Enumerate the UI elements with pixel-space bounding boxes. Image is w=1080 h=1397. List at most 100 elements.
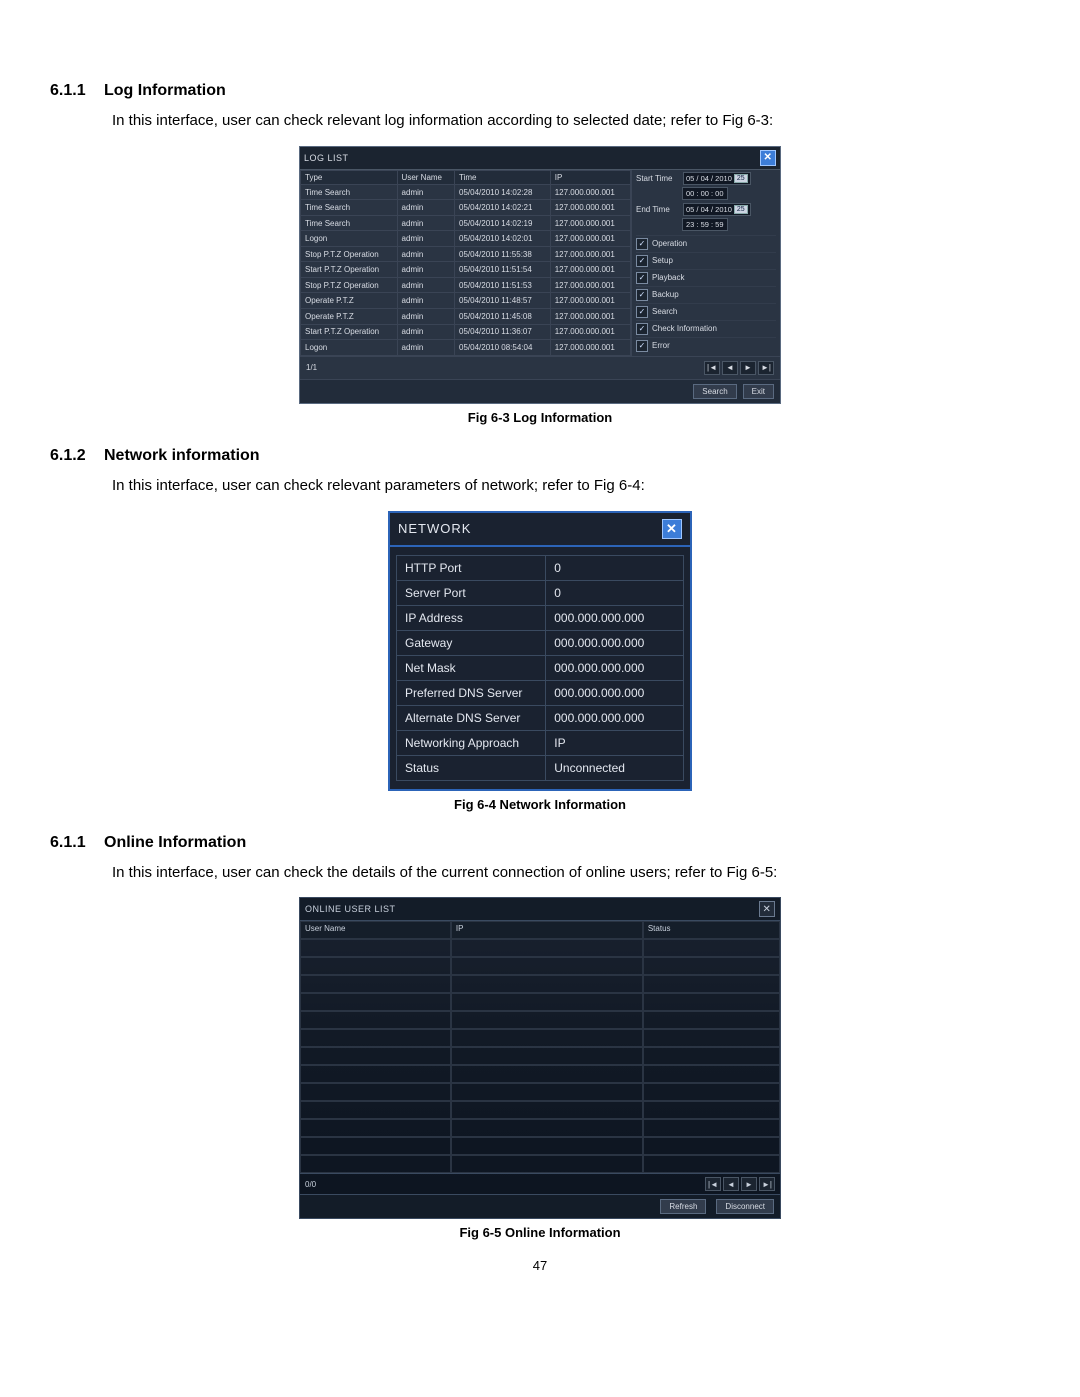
calendar-icon[interactable]: 25 — [734, 174, 748, 183]
last-page-icon[interactable]: ►| — [758, 361, 774, 375]
section-heading-online: 6.1.1Online Information — [50, 834, 1030, 852]
next-page-icon[interactable]: ► — [740, 361, 756, 375]
close-icon[interactable]: ✕ — [662, 519, 682, 539]
end-date-field[interactable]: 05 / 04 / 2010 25 — [683, 203, 751, 216]
checkbox-label: Setup — [652, 256, 673, 265]
table-row[interactable]: Logonadmin05/04/2010 08:54:04127.000.000… — [301, 340, 631, 356]
page-number: 47 — [50, 1258, 1030, 1273]
refresh-button[interactable]: Refresh — [660, 1199, 706, 1214]
section-text-network: In this interface, user can check releva… — [112, 475, 1030, 497]
exit-button[interactable]: Exit — [743, 384, 774, 399]
table-row: Net Mask000.000.000.000 — [397, 655, 684, 680]
online-cell — [300, 1083, 451, 1101]
checkbox-icon[interactable]: ✓ — [636, 272, 648, 284]
checkbox-icon[interactable]: ✓ — [636, 289, 648, 301]
online-cell — [300, 1065, 451, 1083]
online-page-counter: 0/0 — [305, 1180, 316, 1189]
table-row: IP Address000.000.000.000 — [397, 605, 684, 630]
filter-checkbox-row[interactable]: ✓ Search — [636, 303, 776, 320]
online-cell — [643, 975, 780, 993]
online-cell — [643, 1029, 780, 1047]
section-num: 6.1.1 — [50, 82, 104, 100]
online-cell — [451, 1029, 643, 1047]
log-title: LOG LIST — [304, 153, 349, 163]
online-cell — [300, 1119, 451, 1137]
calendar-icon[interactable]: 25 — [734, 205, 748, 214]
end-time-label: End Time — [636, 205, 680, 214]
filter-checkbox-row[interactable]: ✓Check Information — [636, 320, 776, 337]
table-row[interactable]: Time Searchadmin05/04/2010 14:02:19127.0… — [301, 215, 631, 231]
start-time-label: Start Time — [636, 174, 680, 183]
table-row[interactable]: Start P.T.Z Operationadmin05/04/2010 11:… — [301, 262, 631, 278]
network-titlebar: NETWORK ✕ — [390, 513, 690, 547]
next-page-icon[interactable]: ► — [741, 1177, 757, 1191]
table-row[interactable]: Start P.T.Z Operationadmin05/04/2010 11:… — [301, 324, 631, 340]
first-page-icon[interactable]: |◄ — [704, 361, 720, 375]
online-cell — [451, 1047, 643, 1065]
log-pager: |◄ ◄ ► ►| — [704, 361, 774, 375]
online-cell — [643, 1011, 780, 1029]
section-heading-network: 6.1.2Network information — [50, 447, 1030, 465]
checkbox-icon[interactable]: ✓ — [636, 238, 648, 250]
section-num: 6.1.1 — [50, 834, 104, 852]
table-row[interactable]: Time Searchadmin05/04/2010 14:02:28127.0… — [301, 184, 631, 200]
first-page-icon[interactable]: |◄ — [705, 1177, 721, 1191]
disconnect-button[interactable]: Disconnect — [716, 1199, 774, 1214]
last-page-icon[interactable]: ►| — [759, 1177, 775, 1191]
filter-checkbox-row[interactable]: ✓Operation — [636, 235, 776, 252]
start-date-field[interactable]: 05 / 04 / 2010 25 — [683, 172, 751, 185]
checkbox-label: Backup — [652, 290, 679, 299]
filter-checkbox-row[interactable]: ✓ Error — [636, 337, 776, 354]
filter-checkbox-row[interactable]: ✓ Setup — [636, 252, 776, 269]
online-cell — [643, 1065, 780, 1083]
online-cell — [300, 1101, 451, 1119]
fig-caption-network: Fig 6-4 Network Information — [50, 797, 1030, 812]
online-table: User NameIPStatus — [300, 921, 780, 1173]
checkbox-icon[interactable]: ✓ — [636, 306, 648, 318]
online-cell — [451, 975, 643, 993]
table-row[interactable]: Stop P.T.Z Operationadmin05/04/2010 11:5… — [301, 277, 631, 293]
log-col-header: Time — [455, 170, 551, 184]
checkbox-icon[interactable]: ✓ — [636, 323, 648, 335]
table-row[interactable]: Time Searchadmin05/04/2010 14:02:21127.0… — [301, 200, 631, 216]
online-cell — [300, 1137, 451, 1155]
section-text-log: In this interface, user can check releva… — [112, 110, 1030, 132]
filter-checkbox-row[interactable]: ✓Playback — [636, 269, 776, 286]
filter-checkbox-row[interactable]: ✓ Backup — [636, 286, 776, 303]
prev-page-icon[interactable]: ◄ — [722, 361, 738, 375]
online-cell — [300, 1029, 451, 1047]
prev-page-icon[interactable]: ◄ — [723, 1177, 739, 1191]
table-row: Networking ApproachIP — [397, 730, 684, 755]
table-row[interactable]: Logonadmin05/04/2010 14:02:01127.000.000… — [301, 231, 631, 247]
close-icon[interactable]: ✕ — [759, 901, 775, 917]
online-cell — [300, 1047, 451, 1065]
table-row[interactable]: Stop P.T.Z Operationadmin05/04/2010 11:5… — [301, 246, 631, 262]
close-icon[interactable]: ✕ — [760, 150, 776, 166]
online-cell — [643, 1047, 780, 1065]
online-cell — [643, 939, 780, 957]
log-table: TypeUser NameTimeIP Time Searchadmin05/0… — [300, 170, 631, 356]
online-cell — [643, 1083, 780, 1101]
online-cell — [451, 1155, 643, 1173]
checkbox-icon[interactable]: ✓ — [636, 340, 648, 352]
table-row[interactable]: Operate P.T.Zadmin05/04/2010 11:45:08127… — [301, 309, 631, 325]
online-cell — [451, 1065, 643, 1083]
checkbox-label: Search — [652, 307, 677, 316]
fig-caption-online: Fig 6-5 Online Information — [50, 1225, 1030, 1240]
search-button[interactable]: Search — [693, 384, 736, 399]
network-dialog: NETWORK ✕ HTTP Port0Server Port0IP Addre… — [388, 511, 692, 791]
online-cell — [451, 1119, 643, 1137]
online-cell — [451, 939, 643, 957]
table-row[interactable]: Operate P.T.Zadmin05/04/2010 11:48:57127… — [301, 293, 631, 309]
start-hms-field[interactable]: 00 : 00 : 00 — [682, 187, 728, 200]
log-col-header: User Name — [397, 170, 454, 184]
log-col-header: Type — [301, 170, 398, 184]
checkbox-label: Error — [652, 341, 670, 350]
online-cell — [300, 1011, 451, 1029]
online-user-dialog: ONLINE USER LIST ✕ User NameIPStatus 0/0… — [299, 897, 781, 1219]
online-title: ONLINE USER LIST — [305, 904, 396, 914]
table-row: Server Port0 — [397, 580, 684, 605]
online-cell — [451, 993, 643, 1011]
end-hms-field[interactable]: 23 : 59 : 59 — [682, 218, 728, 231]
checkbox-icon[interactable]: ✓ — [636, 255, 648, 267]
